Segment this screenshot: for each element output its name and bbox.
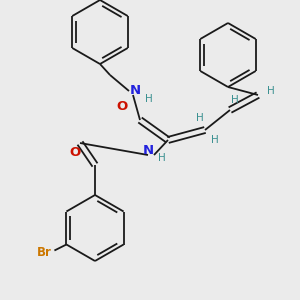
- Text: H: H: [158, 153, 166, 163]
- Text: H: H: [267, 86, 275, 96]
- Text: O: O: [116, 100, 128, 113]
- Text: N: N: [129, 85, 141, 98]
- Text: H: H: [231, 95, 239, 105]
- Text: H: H: [196, 113, 204, 123]
- Text: H: H: [145, 94, 153, 104]
- Text: Br: Br: [37, 246, 52, 259]
- Text: O: O: [69, 146, 81, 158]
- Text: N: N: [142, 145, 154, 158]
- Text: H: H: [211, 135, 219, 145]
